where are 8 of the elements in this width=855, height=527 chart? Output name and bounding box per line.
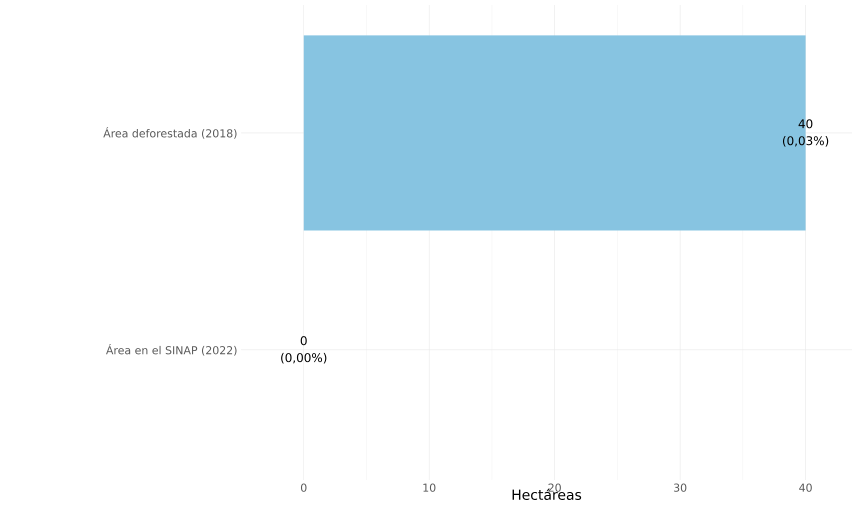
x-tick-label: 30	[674, 484, 686, 492]
y-tick-label: Área en el SINAP (2022)	[106, 344, 237, 356]
y-tick-label: Área deforestada (2018)	[103, 127, 237, 139]
data-label: 40 (0,03%)	[782, 119, 828, 147]
data-label: 0 (0,00%)	[281, 336, 326, 364]
x-tick-label: 10	[423, 484, 436, 492]
x-tick-label: 40	[799, 484, 812, 492]
x-tick-label: 0	[300, 484, 306, 492]
